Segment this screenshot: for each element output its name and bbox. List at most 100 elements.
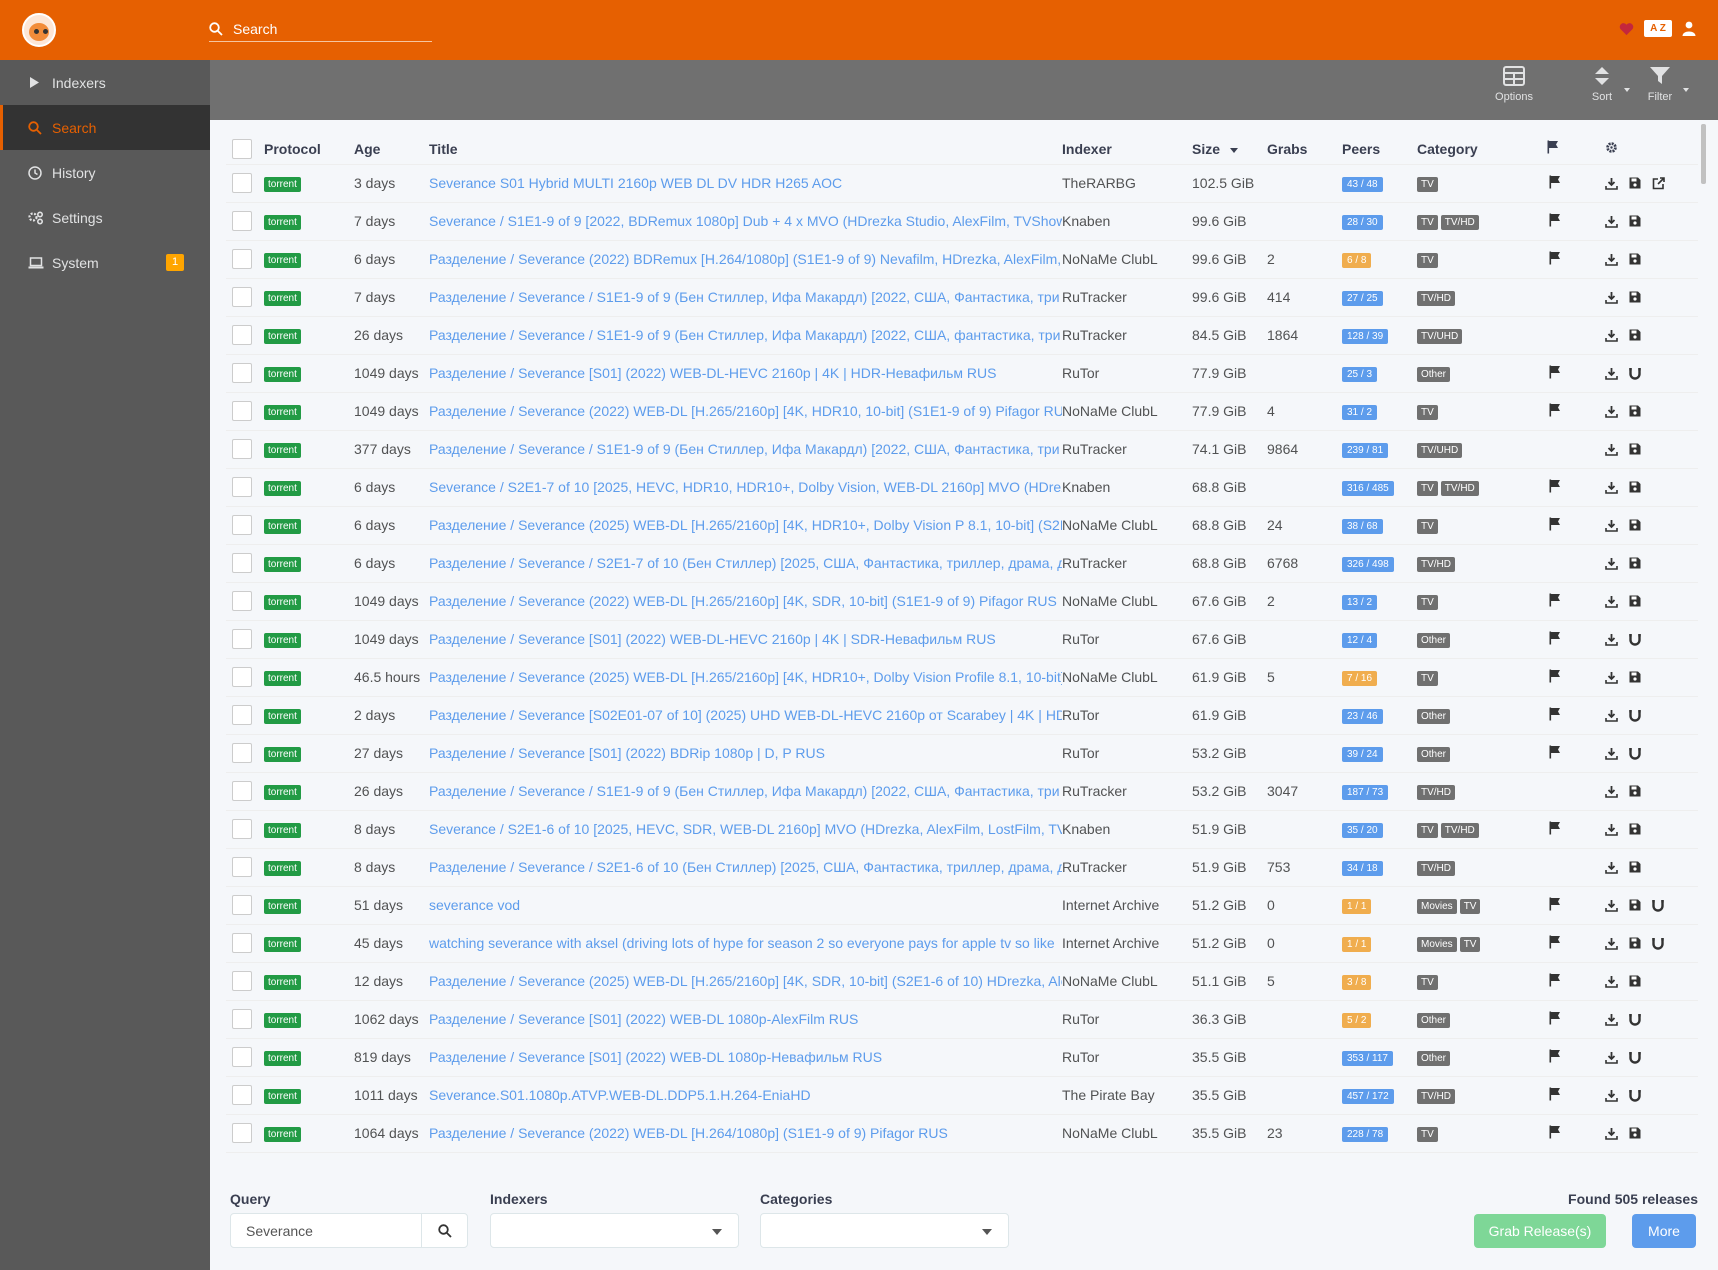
save-icon[interactable]: [1629, 329, 1641, 341]
save-icon[interactable]: [1629, 253, 1641, 265]
table-row[interactable]: torrent 1049 days Разделение / Severance (…: [226, 582, 1698, 621]
row-checkbox[interactable]: [232, 477, 252, 497]
table-row[interactable]: torrent 1064 days Разделение / Severance (…: [226, 1114, 1698, 1153]
download-icon[interactable]: [1605, 481, 1618, 494]
magnet-icon[interactable]: [1652, 899, 1664, 912]
release-title-link[interactable]: Разделение / Severance (2025) WEB-DL [H.…: [429, 962, 1062, 1001]
row-checkbox[interactable]: [232, 1009, 252, 1029]
release-title-link[interactable]: Разделение / Severance / S1E1-9 of 9 (Бе…: [429, 278, 1062, 317]
col-age[interactable]: Age: [354, 134, 429, 165]
row-checkbox[interactable]: [232, 895, 252, 915]
release-title-link[interactable]: Разделение / Severance [S01] (2022) BDRi…: [429, 734, 1062, 773]
release-title-link[interactable]: Разделение / Severance / S2E1-7 of 10 (Б…: [429, 544, 1062, 583]
save-icon[interactable]: [1629, 823, 1641, 835]
release-title-link[interactable]: Разделение / Severance [S01] (2022) WEB-…: [429, 354, 1062, 393]
download-icon[interactable]: [1605, 329, 1618, 342]
col-category[interactable]: Category: [1417, 134, 1547, 165]
header-search-input[interactable]: Search: [233, 21, 278, 37]
table-row[interactable]: torrent 7 days Разделение / Severance / S1…: [226, 278, 1698, 317]
table-row[interactable]: torrent 377 days Разделение / Severance / …: [226, 430, 1698, 469]
save-icon[interactable]: [1629, 443, 1641, 455]
table-row[interactable]: torrent 3 days Severance S01 Hybrid MULTI …: [226, 164, 1698, 203]
row-checkbox[interactable]: [232, 819, 252, 839]
download-icon[interactable]: [1605, 633, 1618, 646]
chevron-down-icon[interactable]: [1624, 88, 1630, 92]
download-icon[interactable]: [1605, 861, 1618, 874]
download-icon[interactable]: [1605, 1089, 1618, 1102]
release-title-link[interactable]: Разделение / Severance (2022) WEB-DL [H.…: [429, 1114, 1062, 1153]
download-icon[interactable]: [1605, 519, 1618, 532]
download-icon[interactable]: [1605, 1127, 1618, 1140]
row-checkbox[interactable]: [232, 325, 252, 345]
download-icon[interactable]: [1605, 975, 1618, 988]
table-row[interactable]: torrent 8 days Severance / S2E1-6 of 10 [2…: [226, 810, 1698, 849]
chevron-down-icon[interactable]: [1683, 88, 1689, 92]
download-icon[interactable]: [1605, 595, 1618, 608]
download-icon[interactable]: [1605, 937, 1618, 950]
sidebar-item-history[interactable]: History: [0, 150, 210, 195]
categories-select[interactable]: [760, 1213, 1009, 1248]
row-checkbox[interactable]: [232, 439, 252, 459]
save-icon[interactable]: [1629, 291, 1641, 303]
save-icon[interactable]: [1629, 861, 1641, 873]
table-row[interactable]: torrent 6 days Severance / S2E1-7 of 10 [2…: [226, 468, 1698, 507]
query-search-button[interactable]: [421, 1213, 468, 1248]
col-protocol[interactable]: Protocol: [264, 134, 354, 165]
release-title-link[interactable]: Разделение / Severance / S1E1-9 of 9 (Бе…: [429, 316, 1062, 355]
table-row[interactable]: torrent 1011 days Severance.S01.1080p.ATVP…: [226, 1076, 1698, 1115]
magnet-icon[interactable]: [1652, 937, 1664, 950]
options-button[interactable]: Options: [1486, 66, 1542, 103]
external-link-icon[interactable]: [1652, 176, 1665, 190]
user-icon[interactable]: [1682, 21, 1696, 36]
save-icon[interactable]: [1629, 899, 1641, 911]
row-checkbox[interactable]: [232, 591, 252, 611]
table-row[interactable]: torrent 26 days Разделение / Severance / S…: [226, 772, 1698, 811]
download-icon[interactable]: [1605, 253, 1618, 266]
col-indexer[interactable]: Indexer: [1062, 134, 1192, 165]
release-title-link[interactable]: Разделение / Severance [S01] (2022) WEB-…: [429, 1000, 1062, 1039]
download-icon[interactable]: [1605, 177, 1618, 190]
table-row[interactable]: torrent 46.5 hours Разделение / Severance …: [226, 658, 1698, 697]
row-checkbox[interactable]: [232, 667, 252, 687]
download-icon[interactable]: [1605, 215, 1618, 228]
save-icon[interactable]: [1629, 975, 1641, 987]
download-icon[interactable]: [1605, 443, 1618, 456]
release-title-link[interactable]: Severance / S2E1-7 of 10 [2025, HEVC, HD…: [429, 468, 1062, 507]
header-search[interactable]: Search: [209, 16, 432, 42]
save-icon[interactable]: [1629, 937, 1641, 949]
release-title-link[interactable]: Разделение / Severance (2022) WEB-DL [H.…: [429, 392, 1062, 431]
indexers-select[interactable]: [490, 1213, 739, 1248]
table-row[interactable]: torrent 1049 days Разделение / Severance […: [226, 354, 1698, 393]
release-title-link[interactable]: Разделение / Severance / S1E1-9 of 9 (Бе…: [429, 772, 1062, 811]
release-title-link[interactable]: Разделение / Severance (2022) BDRemux [H…: [429, 240, 1062, 279]
save-icon[interactable]: [1629, 671, 1641, 683]
sidebar-item-settings[interactable]: Settings: [0, 195, 210, 240]
release-title-link[interactable]: Разделение / Severance (2025) WEB-DL [H.…: [429, 658, 1062, 697]
release-title-link[interactable]: Severance.S01.1080p.ATVP.WEB-DL.DDP5.1.H…: [429, 1076, 1062, 1115]
table-row[interactable]: torrent 1049 days Разделение / Severance […: [226, 620, 1698, 659]
save-icon[interactable]: [1629, 481, 1641, 493]
magnet-icon[interactable]: [1629, 1089, 1641, 1102]
row-checkbox[interactable]: [232, 211, 252, 231]
prowlarr-logo[interactable]: [22, 13, 56, 47]
release-title-link[interactable]: Разделение / Severance [S02E01-07 of 10]…: [429, 696, 1062, 735]
magnet-icon[interactable]: [1629, 709, 1641, 722]
gear-icon[interactable]: [1605, 141, 1618, 154]
heart-icon[interactable]: [1619, 22, 1634, 36]
row-checkbox[interactable]: [232, 173, 252, 193]
save-icon[interactable]: [1629, 177, 1641, 189]
row-checkbox[interactable]: [232, 401, 252, 421]
release-title-link[interactable]: Severance / S2E1-6 of 10 [2025, HEVC, SD…: [429, 810, 1062, 849]
row-checkbox[interactable]: [232, 857, 252, 877]
magnet-icon[interactable]: [1629, 1013, 1641, 1026]
grab-releases-button[interactable]: Grab Release(s): [1474, 1214, 1606, 1248]
more-button[interactable]: More: [1632, 1214, 1696, 1248]
table-row[interactable]: torrent 1062 days Разделение / Severance […: [226, 1000, 1698, 1039]
col-peers[interactable]: Peers: [1342, 134, 1417, 165]
magnet-icon[interactable]: [1629, 633, 1641, 646]
release-title-link[interactable]: watching severance with aksel (driving l…: [429, 924, 1062, 963]
col-grabs[interactable]: Grabs: [1267, 134, 1342, 165]
download-icon[interactable]: [1605, 747, 1618, 760]
save-icon[interactable]: [1629, 519, 1641, 531]
table-row[interactable]: torrent 1049 days Разделение / Severance (…: [226, 392, 1698, 431]
